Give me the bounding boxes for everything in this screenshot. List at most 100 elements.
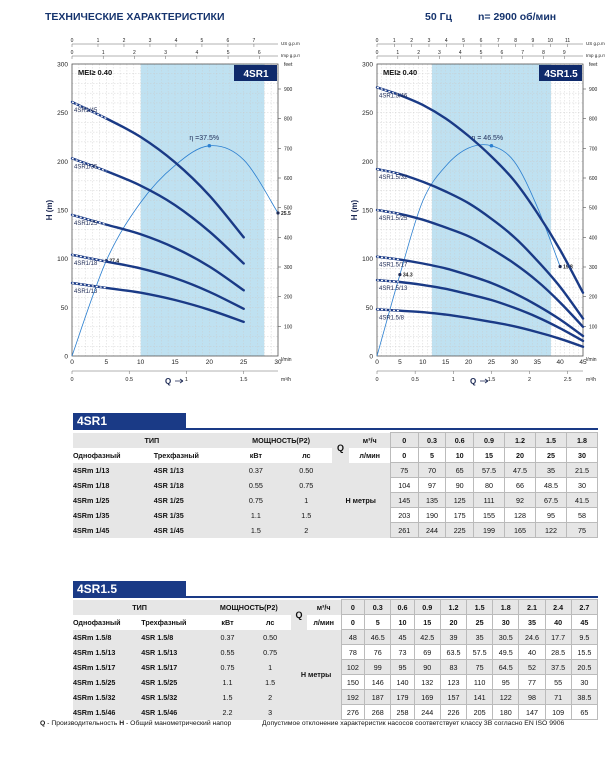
head-value: 75 (466, 659, 494, 675)
power-hp: 0.75 (281, 477, 332, 493)
single-phase-header: Однофазный (73, 450, 121, 460)
three-phase-model: 4SR 1.5/8 (141, 629, 207, 645)
head-value: 122 (492, 689, 520, 705)
head-value: 75 (389, 462, 419, 478)
usgpm-unit: US g.p.m. (281, 41, 300, 46)
usgpm-tick-label: 3 (149, 38, 152, 44)
usgpm-tick-label: 0 (71, 38, 74, 44)
pump-curve-label: 4SR1/35 (74, 164, 98, 170)
divider (73, 596, 598, 598)
q-m3h-value: 0 (389, 432, 419, 448)
head-value: 155 (473, 507, 506, 523)
usgpm-tick-label: 7 (497, 38, 500, 44)
table-4sr1-title: 4SR1 (73, 413, 186, 429)
q-m3h-value: 2.1 (518, 599, 546, 615)
head-value: 135 (417, 492, 447, 508)
x-tick-label: 40 (556, 359, 564, 366)
table-row: 4SRm 1.5/13 4SR 1.5/13 0.55 0.75 78 76 73 69 63.… (73, 644, 599, 660)
head-value: 63.5 (439, 644, 468, 660)
efficiency-annotation: 25.5 (281, 211, 291, 217)
head-value: 128 (504, 507, 536, 523)
power-kw: 2.2 (206, 704, 249, 720)
head-value: 110 (466, 674, 494, 690)
single-phase-model: 4SRm 1.5/17 (73, 659, 142, 675)
m3h-tick-label: 1 (185, 377, 188, 383)
model-badge: 4SR1 (243, 69, 268, 80)
q-lmin-value: 25 (534, 447, 567, 463)
head-value: 95 (534, 507, 567, 523)
q-m3h-value: 1.2 (439, 599, 468, 615)
pump-curve-label: 4SR1.5/17 (379, 263, 408, 269)
feet-axis-label: feet (589, 62, 598, 68)
mei-badge: MEI≥ 0.40 (78, 68, 112, 77)
impgpm-unit: Imp g.p.m. (586, 53, 605, 58)
q-m3h-value: 0.3 (364, 599, 392, 615)
pump-curve-label: 4SR1.5/8 (379, 315, 405, 321)
head-value: 20.5 (570, 659, 599, 675)
pump-curve-label: 4SR1.5/13 (379, 286, 408, 292)
head-value: 99 (364, 659, 392, 675)
usgpm-tick-label: 5 (201, 38, 204, 44)
kw-header: кВт (221, 617, 234, 627)
head-value: 276 (340, 704, 366, 720)
feet-tick-label: 800 (589, 117, 598, 123)
head-value: 58 (565, 507, 599, 523)
feet-tick-label: 900 (589, 87, 598, 93)
head-value: 244 (413, 704, 441, 720)
pump-curve (375, 86, 585, 294)
footer-legend: Q - Производительность H - Общий маномет… (40, 720, 231, 727)
pump-curve (375, 208, 585, 328)
impgpm-tick-label: 0 (376, 50, 379, 56)
head-value: 47.5 (504, 462, 536, 478)
efficiency-point (558, 264, 562, 269)
power-hp: 3 (248, 704, 292, 720)
x-tick-label: 30 (274, 359, 282, 366)
legend-q: Q (40, 720, 46, 727)
y-axis-title: H (m) (350, 199, 359, 220)
y-axis-title: H (m) (45, 199, 54, 220)
pump-curve-label: 4SR1/13 (74, 289, 98, 295)
x-tick-label: 35 (534, 359, 542, 366)
three-phase-header: Трехфазный (141, 617, 187, 627)
speed-label: n= 2900 об/мин (478, 11, 557, 23)
q-m3h-value: 0.9 (413, 599, 441, 615)
three-phase-model: 4SR 1.5/32 (141, 689, 207, 705)
feet-tick-label: 500 (284, 206, 293, 212)
q-m3h-value: 2.4 (544, 599, 572, 615)
usgpm-tick-label: 11 (565, 38, 570, 44)
efficiency-curve (376, 144, 561, 357)
feet-tick-label: 200 (284, 295, 293, 301)
head-value: 66 (504, 477, 536, 493)
head-value: 77 (518, 674, 546, 690)
x-unit-label: l/min (281, 357, 292, 363)
feet-tick-label: 800 (284, 117, 293, 123)
y-tick-label: 150 (57, 208, 68, 215)
head-value: 225 (445, 522, 475, 538)
head-value: 261 (389, 522, 419, 538)
power-hp: 0.50 (281, 462, 332, 478)
head-value: 90 (445, 477, 475, 493)
efficiency-peak-point (207, 143, 212, 148)
head-value: 175 (445, 507, 475, 523)
pump-curve (375, 278, 585, 343)
head-value: 122 (534, 522, 567, 538)
efficiency-peak-point (489, 143, 494, 148)
head-value: 125 (445, 492, 475, 508)
pump-curve (375, 255, 585, 338)
x-tick-label: 30 (511, 359, 519, 366)
x-axis-title: Q (165, 377, 171, 386)
feet-tick-label: 400 (284, 235, 293, 241)
m3h-tick-label: 2.5 (564, 377, 572, 383)
unit-m3h: м³/ч (306, 599, 342, 615)
q-m3h-value: 0.6 (390, 599, 415, 615)
usgpm-tick-label: 1 (393, 38, 396, 44)
efficiency-point (398, 273, 402, 277)
head-value: 41.5 (565, 492, 599, 508)
x-axis-arrow (175, 378, 184, 384)
head-value: 24.6 (518, 629, 546, 645)
x-tick-label: 5 (398, 359, 402, 366)
impgpm-tick-label: 2 (417, 50, 420, 56)
table-row: 4SRm 1/45 4SR 1/45 1.5 2 261 244 225 199 165 122 7… (73, 522, 599, 538)
